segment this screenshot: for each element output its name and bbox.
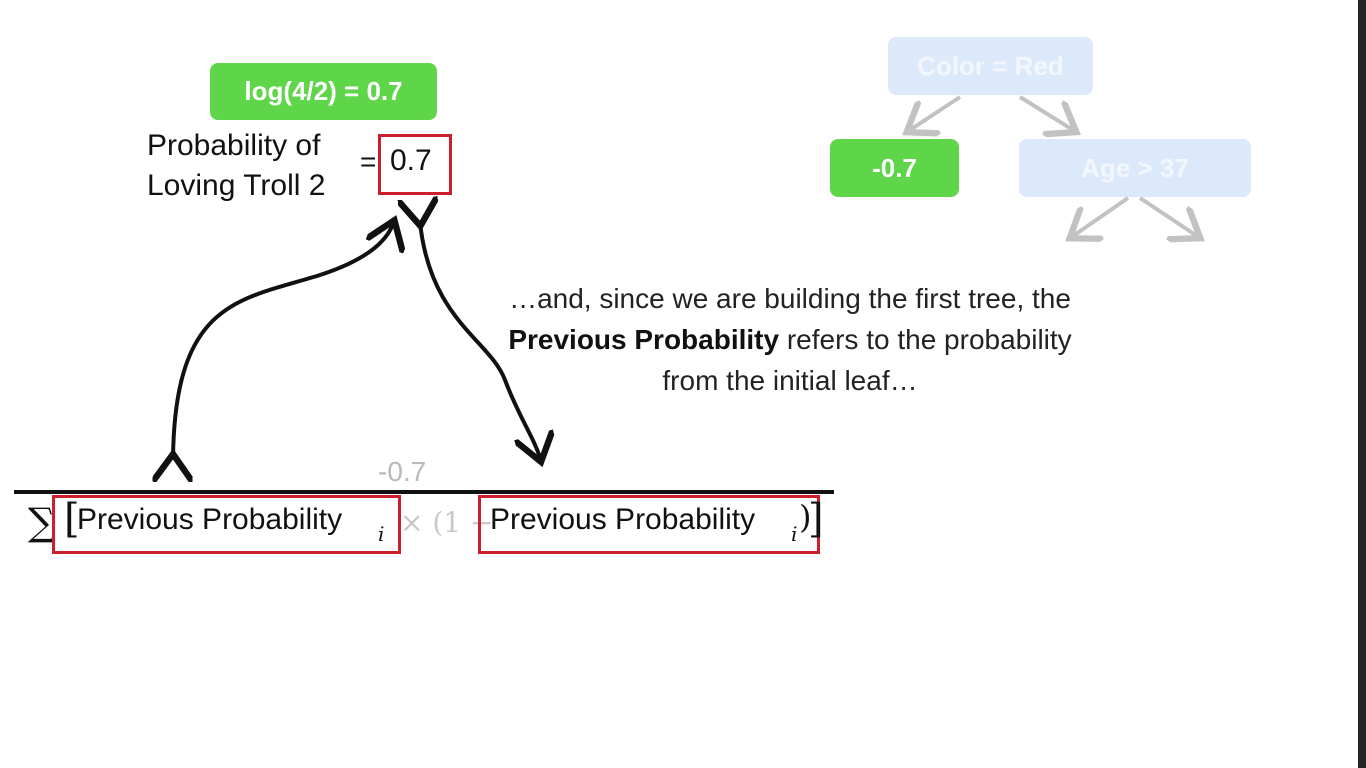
tree-arrow-age-right — [1138, 196, 1197, 236]
tree-left-leaf: -0.7 — [830, 139, 959, 197]
arrow-right-curve — [420, 222, 540, 458]
log-ratio-label: log(4/2) = 0.7 — [210, 63, 437, 120]
log-ratio-text: log(4/2) = 0.7 — [244, 76, 403, 106]
tree-right-node: Age > 37 — [1019, 139, 1251, 197]
term1-text: Previous Probability — [77, 503, 343, 536]
fraction-line — [14, 490, 834, 494]
tree-arrow-root-right — [1018, 95, 1073, 130]
caption-part2: refers to the probability from the initi… — [662, 324, 1072, 396]
term2-box — [478, 495, 820, 554]
tree-root-node: Color = Red — [888, 37, 1093, 95]
equals-sign: = — [360, 146, 377, 177]
tree-root-label: Color = Red — [917, 50, 1064, 81]
tree-arrow-root-left — [910, 95, 962, 130]
close-paren: ) — [799, 498, 812, 536]
times-one-minus: × (1 − — [400, 506, 494, 539]
term2-text: Previous Probability — [490, 503, 756, 536]
window-edge-bar — [1358, 0, 1366, 768]
caption-part1: …and, since we are building the first tr… — [509, 283, 1071, 314]
arrow-left-curve — [173, 224, 393, 458]
probability-value: 0.7 — [390, 144, 432, 177]
probability-label-line1: Probability of — [147, 129, 321, 162]
probability-value-box — [378, 134, 452, 195]
close-bracket: ] — [808, 496, 824, 542]
formula-numerator: -0.7 — [378, 456, 427, 487]
sigma-symbol: ∑ — [28, 500, 56, 544]
tree-left-leaf-value: -0.7 — [872, 152, 917, 183]
term1-box — [52, 495, 401, 554]
caption-bold: Previous Probability — [508, 324, 780, 355]
tree-right-node-label: Age > 37 — [1081, 152, 1189, 183]
caption-text: …and, since we are building the first tr… — [480, 278, 1100, 401]
probability-label-line2: Loving Troll 2 — [147, 169, 326, 202]
probability-label: Probability of Loving Troll 2 — [147, 126, 325, 206]
tree-arrow-age-left — [1073, 196, 1130, 236]
term2-subscript: i — [791, 522, 798, 546]
term1-subscript: i — [378, 522, 385, 546]
open-bracket: [ — [64, 496, 80, 542]
